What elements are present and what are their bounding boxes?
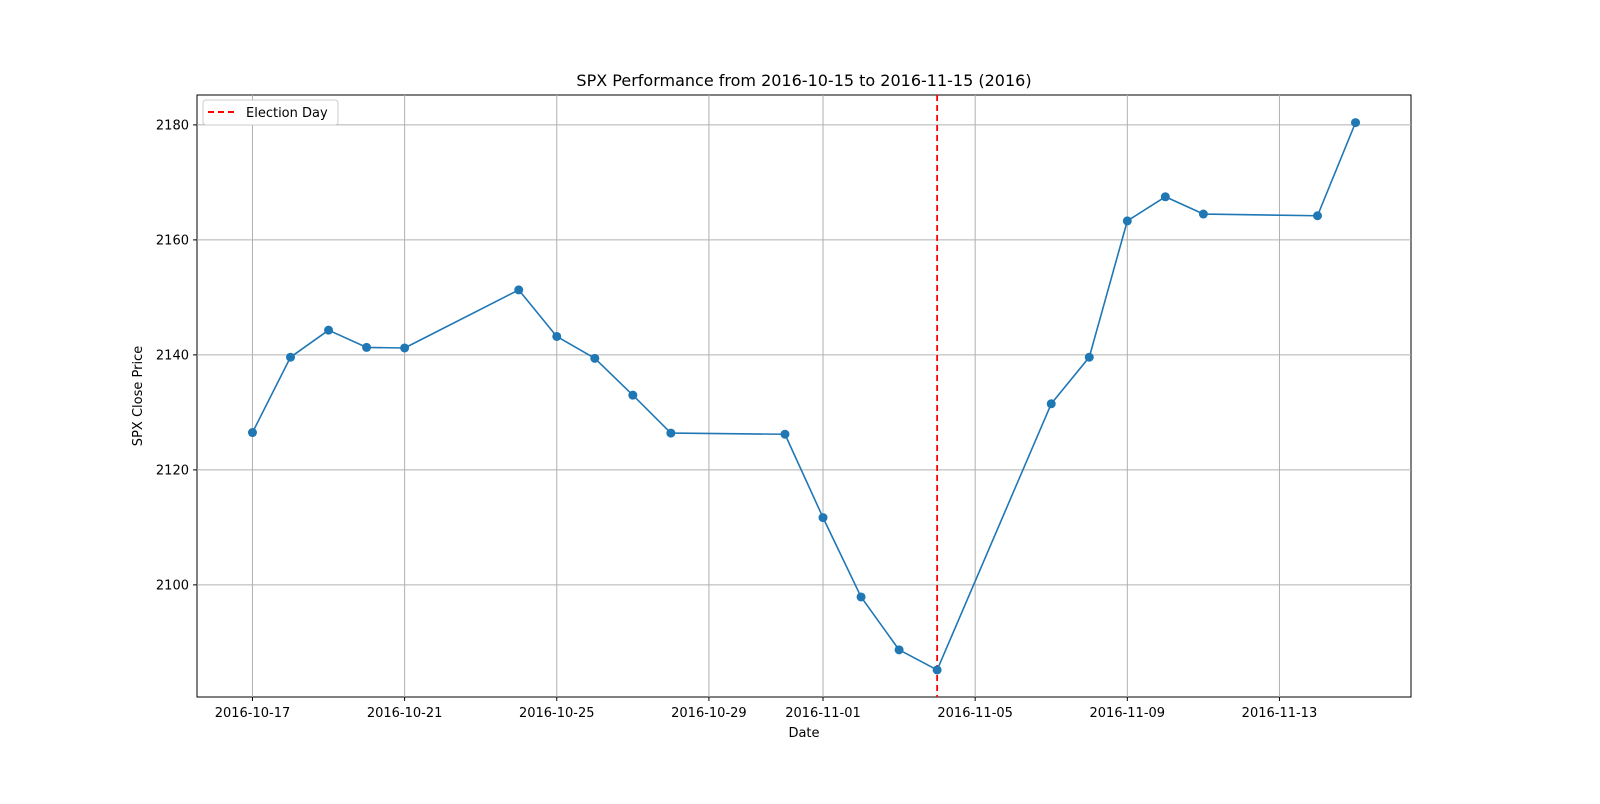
chart-title: SPX Performance from 2016-10-15 to 2016-… (576, 71, 1031, 90)
data-point (1312, 211, 1322, 221)
data-point (552, 331, 562, 341)
y-tick-label: 2140 (156, 348, 189, 363)
data-point (286, 352, 296, 362)
data-point (247, 428, 257, 438)
x-axis-ticks: 2016-10-17 2016-10-21 2016-10-25 2016-10-29… (215, 697, 1318, 721)
data-point (514, 285, 524, 295)
plot-area (196, 94, 1412, 698)
legend: Election Day (202, 99, 339, 126)
x-tick-label: 2016-11-05 (937, 706, 1013, 721)
x-axis-label: Date (788, 726, 819, 741)
y-tick-label: 2100 (156, 578, 189, 593)
data-point (780, 429, 790, 439)
x-tick-label: 2016-11-13 (1242, 706, 1318, 721)
data-point (324, 325, 334, 335)
series-line (251, 122, 1357, 671)
y-tick-label: 2160 (156, 233, 189, 248)
data-point (932, 665, 942, 675)
data-point (1351, 118, 1361, 128)
y-tick-label: 2180 (156, 118, 189, 133)
data-point (1198, 209, 1208, 219)
legend-label-election-day: Election Day (246, 106, 328, 121)
x-tick-label: 2016-11-01 (785, 706, 861, 721)
data-point (1122, 216, 1132, 226)
y-axis-label: SPX Close Price (131, 346, 146, 446)
data-point (628, 390, 638, 400)
data-point (1084, 352, 1094, 362)
series-layer (247, 118, 1361, 675)
data-point (1160, 192, 1170, 202)
data-point (1046, 399, 1056, 409)
data-point (818, 513, 828, 523)
data-point (666, 428, 676, 438)
data-point (894, 645, 904, 655)
x-tick-label: 2016-11-09 (1090, 706, 1166, 721)
grid-lines (197, 95, 1411, 697)
x-tick-label: 2016-10-25 (519, 706, 595, 721)
x-tick-label: 2016-10-17 (215, 706, 291, 721)
legend-box (202, 99, 339, 126)
x-tick-label: 2016-10-21 (367, 706, 443, 721)
data-point (400, 343, 410, 353)
data-point (362, 342, 372, 352)
data-point (856, 592, 866, 602)
y-tick-label: 2120 (156, 463, 189, 478)
data-point (590, 353, 600, 363)
x-tick-label: 2016-10-29 (671, 706, 747, 721)
y-axis-ticks: 2100 2120 2140 2160 2180 (156, 118, 197, 593)
